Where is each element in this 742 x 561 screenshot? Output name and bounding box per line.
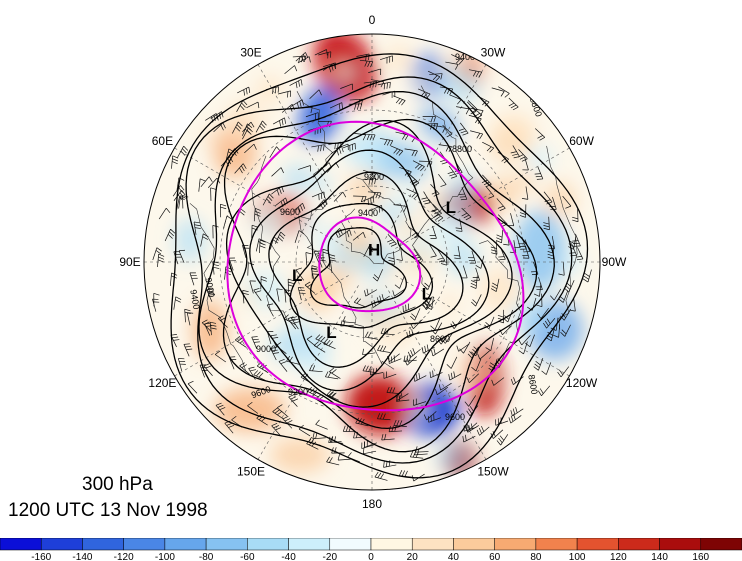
contour-label: 9000	[256, 344, 276, 354]
low-pressure-label: L	[292, 266, 302, 285]
contour-label: 9200	[364, 172, 384, 182]
colorbar-box	[535, 538, 578, 551]
colorbar-tick-label: 140	[651, 552, 668, 561]
low-pressure-label: L	[326, 323, 336, 342]
colorbar-tick-label: -80	[199, 552, 214, 561]
height-contours	[170, 53, 589, 479]
colorbar-tick-label: 100	[569, 552, 586, 561]
high-pressure-label: H	[368, 241, 380, 260]
longitude-label-lon-180: 180	[362, 497, 382, 511]
low-pressure-label: L	[422, 285, 432, 304]
colorbar-box	[411, 538, 454, 551]
colorbar-box	[288, 538, 331, 551]
colorbar-box	[123, 538, 166, 551]
colorbar-tick-label: -160	[31, 552, 51, 561]
contour-label: 9400	[358, 208, 378, 218]
colorbar-tick-label: -100	[155, 552, 175, 561]
pressure-level-label: 300 hPa	[82, 474, 153, 495]
colorbar-tick-label: 0	[368, 552, 374, 561]
colorbar-box	[0, 538, 42, 551]
colorbar-box	[40, 538, 83, 551]
longitude-label-lon-0: 0	[369, 13, 376, 27]
longitude-label-lon-90w: 90W	[602, 255, 627, 269]
longitude-label-lon-150w: 150W	[477, 465, 509, 479]
jet-rings	[226, 120, 525, 412]
pressure-system-labels: H L L L L	[292, 198, 456, 342]
longitude-label-lon-120w: 120W	[566, 376, 598, 390]
colorbar-tick-label: -40	[281, 552, 296, 561]
colorbar-box	[247, 538, 289, 551]
contour-label: 8600	[430, 334, 450, 344]
colorbar-tick-label: 60	[489, 552, 501, 561]
colorbar-tick-label: 120	[610, 552, 627, 561]
colorbar-tick-label: 40	[448, 552, 460, 561]
colorbar-tick-label: 80	[530, 552, 542, 561]
colorbar-tick-label: 160	[692, 552, 709, 561]
longitude-label-lon-30w: 30W	[481, 45, 506, 59]
lat-lon-grid	[144, 34, 600, 490]
colorbar-box	[82, 538, 124, 551]
colorbar-box	[494, 538, 537, 551]
colorbar-box	[164, 538, 207, 551]
coastlines	[189, 85, 578, 379]
contour-label: 9600	[280, 207, 300, 217]
colorbar-tick-label: 20	[407, 552, 419, 561]
colorbar-box	[618, 538, 660, 551]
colorbar-box	[205, 538, 248, 551]
contour-label: 8600	[526, 374, 539, 395]
colorbar-tick-label: -60	[240, 552, 255, 561]
longitude-label-lon-60e: 60E	[152, 134, 173, 148]
contour-label: 8800	[452, 144, 472, 154]
valid-time-label: 1200 UTC 13 Nov 1998	[8, 500, 208, 521]
contour-label: 9600	[445, 412, 465, 422]
contour-label: 9400	[188, 289, 201, 310]
contour-label: 9000	[203, 277, 216, 298]
colorbar-tick-label: -120	[114, 552, 134, 561]
longitude-label-lon-90e: 90E	[119, 255, 140, 269]
colorbar-tick-label: -140	[72, 552, 92, 561]
map-boundary	[143, 33, 601, 491]
contour-label: 9400	[455, 52, 475, 62]
colorbar-box	[329, 538, 372, 551]
contour-label: 9200	[288, 387, 308, 397]
colorbar-box	[700, 538, 742, 551]
longitude-label-lon-120e: 120E	[148, 376, 176, 390]
longitude-labels: 0 30W 60W 90W 120W 150W 180 150E 120E 90E 60E 30E	[119, 13, 627, 511]
colorbar-box	[370, 538, 413, 551]
colorbar-box	[659, 538, 702, 551]
colorbar-tick-label: -20	[323, 552, 338, 561]
longitude-label-lon-150e: 150E	[237, 465, 265, 479]
low-pressure-label: L	[446, 198, 456, 217]
longitude-label-lon-30e: 30E	[240, 45, 261, 59]
colorbar-box	[453, 538, 495, 551]
colorbar-box	[576, 538, 619, 551]
longitude-label-lon-60w: 60W	[569, 134, 594, 148]
colorbar: -160 -140 -120 -100 -80 -60 -40 -20 0 20 40 60 80 100…	[0, 538, 742, 561]
